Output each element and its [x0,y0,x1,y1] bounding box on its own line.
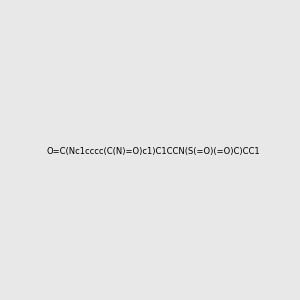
Text: O=C(Nc1cccc(C(N)=O)c1)C1CCN(S(=O)(=O)C)CC1: O=C(Nc1cccc(C(N)=O)c1)C1CCN(S(=O)(=O)C)C… [47,147,261,156]
